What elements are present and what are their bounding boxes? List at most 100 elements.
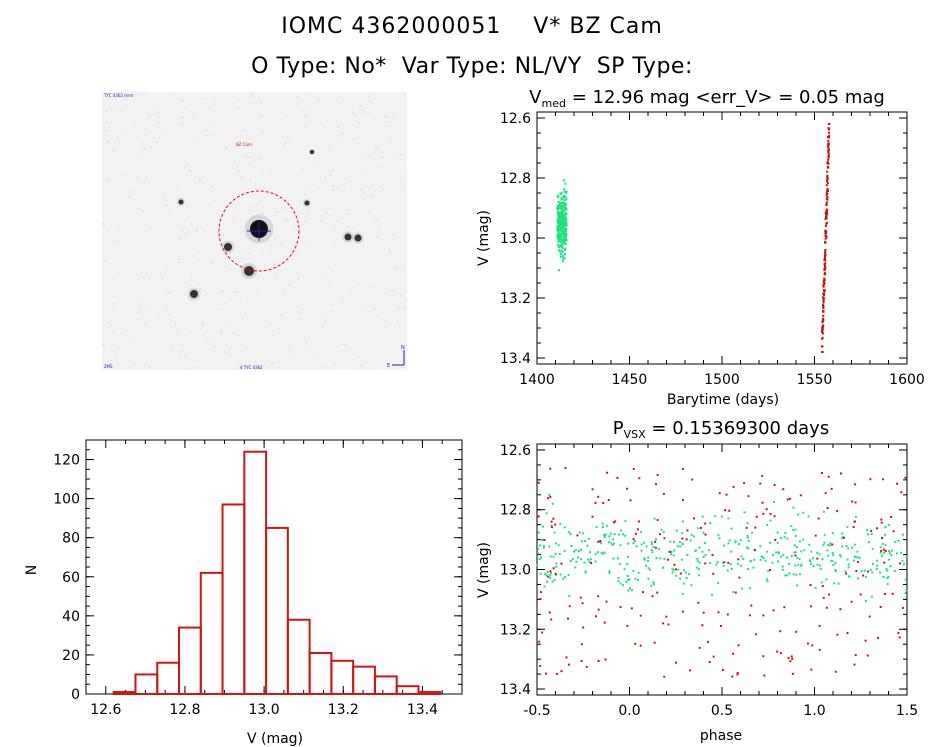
light-curve-point-cam2 [821,319,824,322]
phased-point-cam1 [663,557,666,560]
noise-pixel [360,251,363,254]
noise-pixel [376,143,379,146]
phased-point-cam1 [613,533,616,536]
phased-point-cam1 [812,565,815,568]
light-curve-point-cam2 [823,262,826,265]
noise-pixel [222,350,225,353]
noise-pixel [135,136,138,139]
noise-pixel [145,241,148,244]
noise-pixel [306,263,309,266]
phased-point-cam1 [904,578,907,581]
noise-pixel [362,176,365,179]
noise-pixel [291,110,294,113]
phased-point-cam1 [751,531,754,534]
phased-point-cam2 [864,639,867,642]
light-curve-point-cam2 [827,151,830,154]
noise-pixel [225,344,228,347]
light-curve-point-cam2 [825,180,828,183]
phased-point-cam1 [584,539,587,542]
light-curve-point-cam2 [822,281,825,284]
noise-pixel [273,263,276,266]
phased-point-cam2 [772,609,775,612]
noise-pixel [380,166,383,169]
phased-point-cam1 [816,551,819,554]
noise-pixel [313,97,316,100]
phased-point-cam2 [639,644,642,647]
phased-point-cam1 [563,526,566,529]
noise-pixel [371,260,374,263]
phased-point-cam1 [537,547,540,550]
light-curve-point-cam1 [565,203,568,206]
compass-icon: N E [387,345,405,369]
phased-point-cam1 [794,528,797,531]
noise-pixel [388,146,391,149]
noise-pixel [335,318,338,321]
phased-point-cam1 [865,600,868,603]
light-curve-point-cam1 [563,257,566,260]
phased-point-cam1 [697,568,700,571]
phased-point-cam2 [554,573,557,576]
phased-point-cam2 [654,546,657,549]
phased-point-cam1 [679,545,682,548]
noise-pixel [314,355,317,358]
light-curve-point-cam1 [564,222,567,225]
noise-pixel [214,157,217,160]
phased-point-cam1 [723,544,726,547]
phased-point-cam1 [622,584,625,587]
phased-point-cam2 [732,652,735,655]
noise-pixel [330,171,333,174]
noise-pixel [298,276,301,279]
light-curve-point-cam2 [828,131,831,134]
y-tick-label: 13.2 [500,291,531,307]
phased-point-cam2 [839,608,842,611]
noise-pixel [160,275,163,278]
phased-point-cam2 [789,660,792,663]
phased-point-cam2 [834,670,837,673]
phased-point-cam2 [821,584,824,587]
phased-point-cam1 [834,570,837,573]
phased-point-cam2 [851,500,854,503]
phased-point-cam1 [595,526,598,529]
light-curve-point-cam2 [823,277,826,280]
phased-point-cam2 [691,478,694,481]
noise-pixel [232,98,235,101]
noise-pixel [291,164,294,167]
noise-pixel [181,99,184,102]
light-curve-point-cam1 [557,210,560,213]
phased-point-cam1 [563,576,566,579]
noise-pixel [170,169,173,172]
noise-pixel [357,120,360,123]
noise-pixel [132,161,135,164]
x-tick-label: 1400 [519,372,555,388]
noise-pixel [292,220,295,223]
noise-pixel [301,201,304,204]
phased-point-cam2 [564,467,567,470]
noise-pixel [120,181,123,184]
noise-pixel [343,312,346,315]
light-curve-point-cam2 [824,224,827,227]
noise-pixel [360,365,363,368]
phased-point-cam2 [704,562,707,565]
noise-pixel [195,229,198,232]
phased-point-cam1 [580,558,583,561]
phased-point-cam1 [865,529,868,532]
phased-point-cam1 [781,568,784,571]
light-curve-point-cam2 [826,196,829,199]
phased-point-cam1 [569,559,572,562]
noise-pixel [283,143,286,146]
light-curve-point-cam2 [824,216,827,219]
light-curve-point-cam1 [563,190,566,193]
phased-point-cam1 [552,555,555,558]
phased-point-cam1 [775,551,778,554]
noise-pixel [359,104,362,107]
noise-pixel [122,347,125,350]
phased-point-cam2 [712,572,715,575]
noise-pixel [191,254,194,257]
phased-point-cam1 [792,573,795,576]
phased-point-cam2 [580,643,583,646]
noise-pixel [147,277,150,280]
phased-point-cam2 [759,482,762,485]
noise-pixel [386,255,389,258]
light-curve-point-cam2 [827,162,830,165]
phased-point-cam1 [596,551,599,554]
